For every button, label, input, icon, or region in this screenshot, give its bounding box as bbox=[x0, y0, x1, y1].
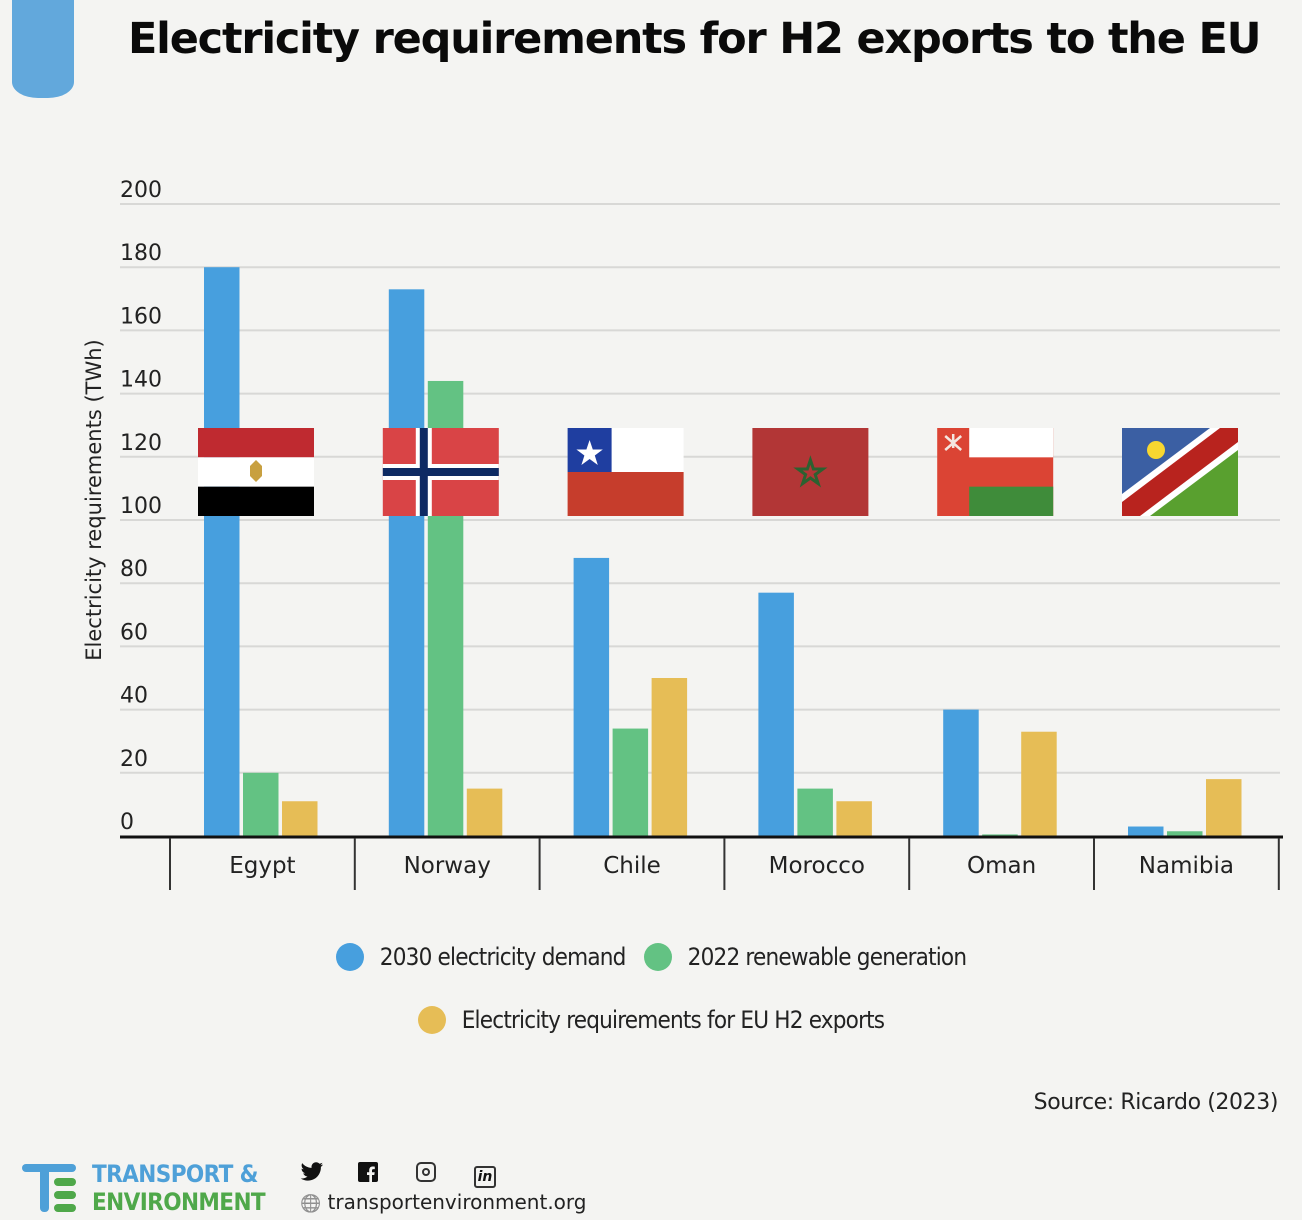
instagram-icon[interactable] bbox=[416, 1162, 474, 1188]
bar-chile-renewable bbox=[612, 728, 649, 836]
y-tick-label: 20 bbox=[120, 747, 148, 772]
bar-chile-h2-exports bbox=[651, 678, 688, 836]
x-axis bbox=[120, 835, 1283, 890]
brand-line-2: ENVIRONMENT bbox=[92, 1188, 266, 1216]
morocco-flag bbox=[752, 428, 869, 516]
legend-label: 2030 electricity demand bbox=[379, 943, 627, 971]
brand-name: TRANSPORT & ENVIRONMENT bbox=[92, 1160, 266, 1216]
category-label: Egypt bbox=[229, 853, 295, 879]
y-tick-label: 120 bbox=[120, 431, 162, 456]
y-tick-labels: 0 20 40 60 80 100 120 140 160 180 200 bbox=[120, 178, 162, 835]
legend-swatch-yellow bbox=[417, 1006, 446, 1034]
legend-label: Electricity requirements for EU H2 expor… bbox=[461, 1006, 885, 1034]
legend-label: 2022 renewable generation bbox=[687, 943, 967, 971]
bar-egypt-h2-exports bbox=[282, 801, 318, 836]
bar-norway-h2-exports bbox=[466, 788, 503, 836]
sun-icon bbox=[1147, 441, 1165, 459]
flag-cross-blue bbox=[382, 468, 499, 476]
brand-line-1: TRANSPORT & bbox=[92, 1160, 258, 1188]
y-tick-label: 180 bbox=[120, 241, 162, 266]
legend-row-2: Electricity requirements for EU H2 expor… bbox=[0, 1006, 1302, 1040]
star-icon bbox=[576, 440, 603, 465]
chile-flag bbox=[567, 428, 684, 516]
legend-swatch-green bbox=[643, 943, 672, 971]
bar-oman-h2-exports bbox=[1021, 731, 1057, 836]
pentagram-icon bbox=[793, 455, 828, 488]
bar-chile-demand bbox=[573, 557, 610, 836]
linkedin-icon[interactable]: in bbox=[474, 1162, 532, 1188]
globe-icon: 🌐 bbox=[300, 1194, 322, 1214]
legend-item-renewable: 2022 renewable generation bbox=[643, 943, 967, 971]
legend-item-h2-exports: Electricity requirements for EU H2 expor… bbox=[417, 1006, 885, 1034]
y-tick-label: 40 bbox=[120, 684, 148, 709]
y-tick-label: 100 bbox=[120, 494, 162, 519]
accent-tab bbox=[12, 0, 74, 98]
page-title: Electricity requirements for H2 exports … bbox=[128, 14, 1262, 64]
egypt-flag bbox=[198, 428, 314, 516]
bars bbox=[204, 267, 1242, 836]
eagle-emblem-icon bbox=[250, 460, 262, 482]
flag-stripe bbox=[198, 428, 314, 458]
flag-stripe bbox=[567, 472, 684, 516]
namibia-flag bbox=[1122, 428, 1238, 516]
bar-chart: 0 20 40 60 80 100 120 140 160 180 200 Electricity … bbox=[82, 178, 1283, 890]
norway-flag bbox=[382, 428, 499, 516]
legend-row-1: 2030 electricity demand 2022 renewable g… bbox=[0, 943, 1302, 977]
flag-stripe bbox=[969, 428, 1054, 458]
flag-stripe bbox=[969, 486, 1054, 516]
legend-swatch-blue bbox=[335, 943, 364, 971]
category-label: Morocco bbox=[769, 853, 865, 879]
bar-egypt-demand bbox=[204, 267, 240, 836]
bar-oman-demand bbox=[943, 709, 979, 836]
bar-namibia-h2-exports bbox=[1206, 779, 1242, 836]
website-link[interactable]: 🌐 transportenvironment.org bbox=[300, 1190, 586, 1214]
flag-field bbox=[752, 428, 869, 516]
bar-norway-demand bbox=[388, 289, 425, 836]
bar-oman-renewable bbox=[982, 834, 1018, 836]
category-label: Namibia bbox=[1139, 853, 1234, 879]
te-logo-icon bbox=[22, 1164, 76, 1212]
oman-flag bbox=[937, 428, 1054, 516]
legend-item-demand: 2030 electricity demand bbox=[335, 943, 627, 971]
bar-namibia-demand bbox=[1128, 826, 1164, 836]
website-url: transportenvironment.org bbox=[327, 1190, 587, 1214]
category-label: Norway bbox=[404, 853, 491, 879]
y-tick-label: 0 bbox=[120, 810, 134, 835]
bar-morocco-demand bbox=[758, 592, 794, 836]
flags bbox=[198, 428, 1238, 516]
category-labels: Egypt Norway Chile Morocco Oman Namibia bbox=[229, 853, 1234, 879]
flag-stripe bbox=[198, 486, 314, 516]
y-tick-label: 160 bbox=[120, 304, 162, 329]
y-tick-label: 140 bbox=[120, 368, 162, 393]
y-axis-label: Electricity requirements (TWh) bbox=[82, 339, 106, 660]
bar-namibia-renewable bbox=[1167, 831, 1203, 836]
khanjar-emblem-icon bbox=[944, 434, 963, 451]
y-tick-label: 60 bbox=[120, 620, 148, 645]
bar-egypt-renewable bbox=[243, 772, 279, 836]
flag-band-red bbox=[1122, 428, 1238, 516]
social-links: in bbox=[300, 1162, 532, 1188]
y-tick-label: 200 bbox=[120, 178, 162, 203]
facebook-icon[interactable] bbox=[358, 1162, 416, 1188]
category-label: Chile bbox=[603, 853, 661, 879]
y-tick-label: 80 bbox=[120, 557, 148, 582]
bar-morocco-renewable bbox=[797, 788, 833, 836]
twitter-icon[interactable] bbox=[300, 1162, 358, 1188]
category-label: Oman bbox=[967, 853, 1036, 879]
bar-morocco-h2-exports bbox=[836, 801, 872, 836]
source-note: Source: Ricardo (2023) bbox=[1033, 1090, 1279, 1115]
